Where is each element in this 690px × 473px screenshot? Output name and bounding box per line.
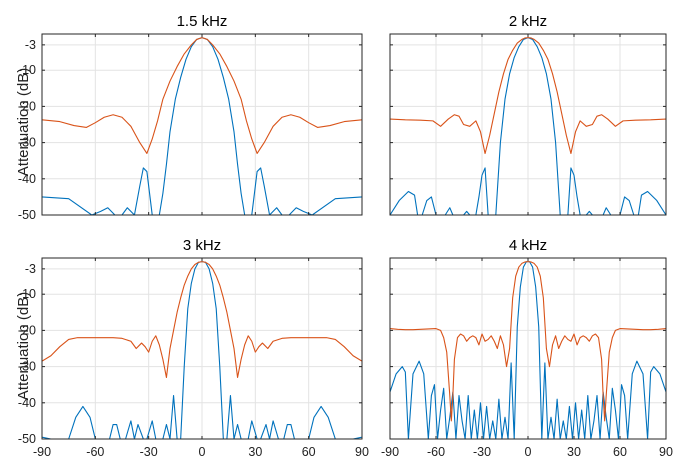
y-tick-label: -3: [25, 262, 36, 276]
panel-title: 3 kHz: [183, 237, 221, 254]
x-tick-label: -60: [427, 445, 445, 459]
panel-1: -3 -10 -20 -30 -40 -50 1.5 kHz: [18, 13, 362, 222]
y-tick-label: -40: [18, 396, 36, 410]
x-tick-label: -90: [381, 445, 399, 459]
x-tick-label: 30: [248, 445, 262, 459]
x-tick-label: 60: [302, 445, 316, 459]
y-tick-label: -3: [25, 38, 36, 52]
y-tick-label: -20: [18, 99, 36, 113]
x-tick-label: 0: [525, 445, 532, 459]
y-tick-label: -10: [18, 63, 36, 77]
x-tick-label: -90: [33, 445, 51, 459]
grid: [42, 34, 362, 215]
y-tick-label: -30: [18, 136, 36, 150]
grid: [390, 34, 666, 215]
y-axis-label-top: Attenuation (dB): [15, 68, 32, 176]
y-tick-label: -50: [18, 208, 36, 222]
x-tick-label: -60: [86, 445, 104, 459]
y-tick-label: -40: [18, 172, 36, 186]
x-tick-label: 90: [659, 445, 673, 459]
grid: [390, 258, 666, 439]
grid: [42, 258, 362, 439]
panel-2: 2 kHz: [390, 13, 666, 215]
y-tick-label: -30: [18, 360, 36, 374]
x-tick-label: 90: [355, 445, 369, 459]
y-tick-label: -10: [18, 287, 36, 301]
y-tick-label: -20: [18, 323, 36, 337]
x-tick-label: 60: [613, 445, 627, 459]
panel-title: 2 kHz: [509, 13, 547, 30]
panel-title: 1.5 kHz: [177, 13, 228, 30]
x-tick-label: 30: [567, 445, 581, 459]
panel-4: -90 -60 -30 0 30 60 90 4 kHz: [381, 237, 673, 459]
x-tick-label: 0: [199, 445, 206, 459]
x-tick-label: -30: [140, 445, 158, 459]
y-tick-label: -50: [18, 432, 36, 446]
y-axis-label-bottom: Attenuation (dB): [15, 292, 32, 400]
panel-3: -3 -10 -20 -30 -40 -50-90 -60 -30 0 30 60 90 3 kHz: [18, 237, 369, 459]
x-tick-label: -30: [473, 445, 491, 459]
panel-title: 4 kHz: [509, 237, 547, 254]
